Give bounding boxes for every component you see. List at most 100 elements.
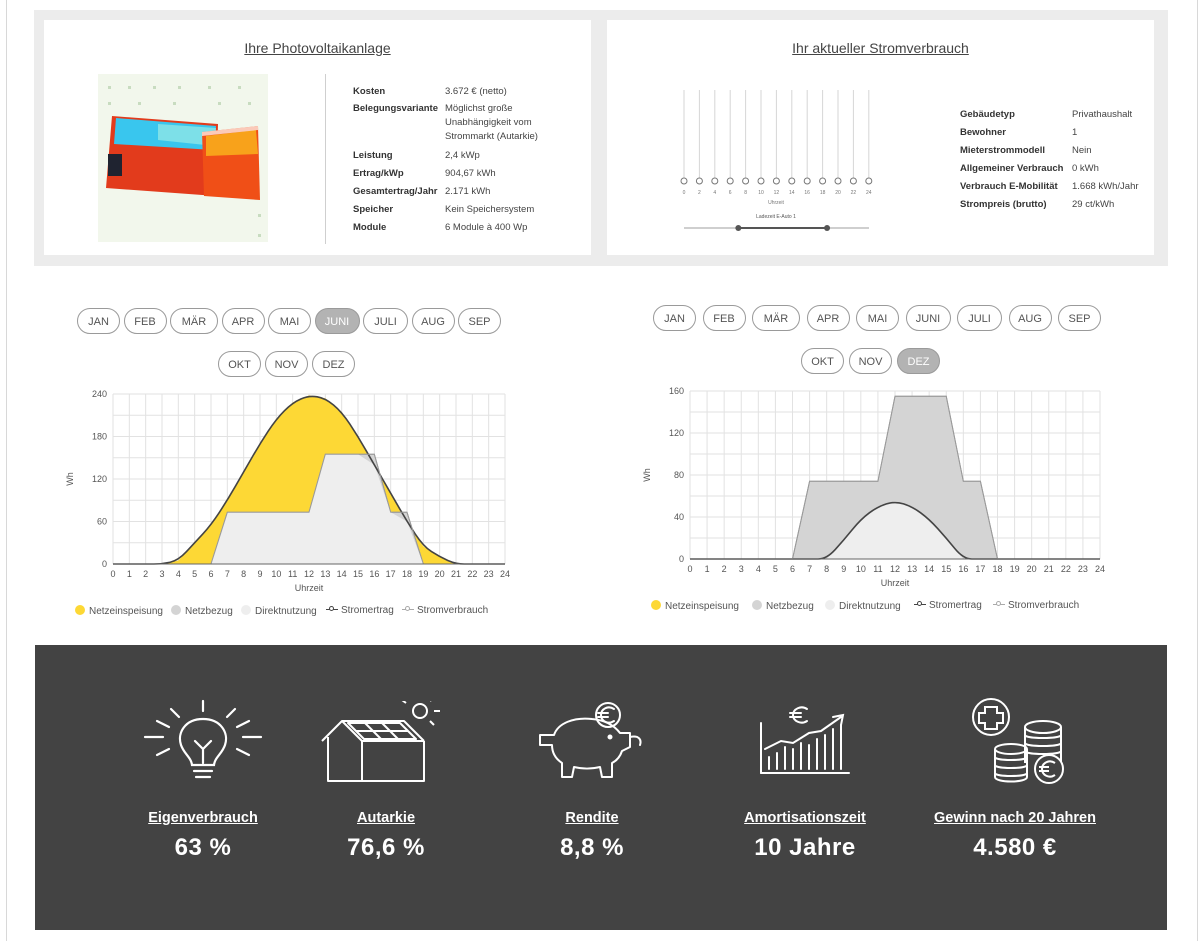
- legend-item-stromverbrauch[interactable]: Stromverbrauch: [402, 605, 488, 616]
- pv-label: Speicher: [353, 204, 394, 215]
- x-axis-label: Uhrzeit: [295, 583, 324, 593]
- pv-label: Gesamtertrag/Jahr: [353, 186, 438, 197]
- y-tick-label: 40: [674, 512, 684, 522]
- month-button-okt[interactable]: OKT: [218, 351, 261, 377]
- y-tick-label: 120: [92, 474, 107, 484]
- charging-time-slider[interactable]: 0 2 4 6 8 10 12 14 16 18 20 22 24 Uhrzeit Ladezeit E…: [672, 84, 882, 234]
- month-button-feb[interactable]: FEB: [123, 308, 167, 334]
- slider-hour-point[interactable]: [834, 177, 842, 185]
- slider-hour-point[interactable]: [680, 177, 688, 185]
- page-frame: [6, 0, 1198, 941]
- legend-dot-icon: [752, 600, 762, 610]
- chart-december: 0 1 2 3 4 5 6 7 8 9 10 11 12 13 14 15 16 17 18 19 20 21 22 23 24…: [642, 386, 1105, 588]
- month-button-juli[interactable]: JULI: [957, 305, 1002, 331]
- slider-hour-point[interactable]: [803, 177, 811, 185]
- legend-item-stromverbrauch[interactable]: Stromverbrauch: [993, 600, 1079, 611]
- pv-label: Module: [353, 222, 387, 233]
- month-button-dez[interactable]: DEZ: [897, 348, 940, 374]
- month-button-jan[interactable]: JAN: [653, 305, 696, 331]
- area-direktnutzung: [113, 454, 505, 564]
- month-button-nov[interactable]: NOV: [849, 348, 892, 374]
- month-button-feb[interactable]: FEB: [702, 305, 746, 331]
- slider-end-handle[interactable]: [824, 225, 831, 231]
- slider-start-handle[interactable]: [735, 225, 742, 231]
- month-button-aug[interactable]: AUG: [1008, 305, 1052, 331]
- month-button-juni[interactable]: JUNI: [905, 305, 951, 331]
- month-button-dez[interactable]: DEZ: [312, 351, 355, 377]
- consumption-label: Verbrauch E-Mobilität: [960, 181, 1058, 192]
- month-button-nov[interactable]: NOV: [265, 351, 308, 377]
- x-tick-label: 5: [773, 564, 778, 574]
- kpi-value: 63 %: [174, 834, 232, 861]
- consumption-label: Strompreis (brutto): [960, 199, 1047, 210]
- x-tick-label: 22: [1061, 564, 1071, 574]
- pv-value: Strommarkt (Autarkie): [445, 131, 538, 142]
- x-tick-label: 19: [418, 569, 428, 579]
- month-button-juli[interactable]: JULI: [363, 308, 408, 334]
- chart-june: 0 1 2 3 4 5 6 7 8 9 10 11 12 13 14 15 16 17 18 19 20 21 22 23 24…: [65, 389, 510, 593]
- y-tick-label: 0: [679, 554, 684, 564]
- legend-dot-icon: [651, 600, 661, 610]
- x-tick-label: 21: [451, 569, 461, 579]
- slider-tick-label: 20: [835, 190, 841, 196]
- slider-hour-point[interactable]: [695, 177, 703, 185]
- slider-tick-label: 22: [851, 190, 857, 196]
- month-button-mär[interactable]: MÄR: [170, 308, 218, 334]
- x-tick-label: 16: [958, 564, 968, 574]
- x-tick-label: 4: [176, 569, 181, 579]
- x-tick-label: 8: [241, 569, 246, 579]
- pv-value: 904,67 kWh: [445, 168, 496, 179]
- slider-tick-label: 18: [820, 190, 826, 196]
- month-button-apr[interactable]: APR: [221, 308, 265, 334]
- slider-hour-point[interactable]: [772, 177, 780, 185]
- month-button-okt[interactable]: OKT: [801, 348, 844, 374]
- consumption-label: Gebäudetyp: [960, 109, 1015, 120]
- consumption-value: Privathaushalt: [1072, 109, 1133, 120]
- slider-hour-point[interactable]: [757, 177, 765, 185]
- x-tick-label: 0: [687, 564, 692, 574]
- legend-item-stromertrag[interactable]: Stromertrag: [326, 605, 394, 616]
- pv-label: Kosten: [353, 86, 386, 97]
- legend-item-stromertrag[interactable]: Stromertrag: [914, 600, 982, 611]
- legend-item-netzbezug[interactable]: Netzbezug: [752, 600, 814, 612]
- slider-hour-point[interactable]: [726, 177, 734, 185]
- legend-item-netzeinspeisung[interactable]: Netzeinspeisung: [75, 605, 163, 617]
- slider-tick-label: 0: [683, 190, 686, 196]
- month-button-aug[interactable]: AUG: [411, 308, 455, 334]
- slider-tick-label: 14: [789, 190, 795, 196]
- month-button-sep[interactable]: SEP: [1058, 305, 1101, 331]
- legend-label: Stromverbrauch: [417, 605, 489, 616]
- month-button-apr[interactable]: APR: [806, 305, 850, 331]
- slider-hour-point[interactable]: [819, 177, 827, 185]
- piggy-bank-euro-icon: [539, 702, 642, 778]
- x-tick-label: 13: [907, 564, 917, 574]
- x-tick-label: 2: [143, 569, 148, 579]
- legend-item-netzeinspeisung[interactable]: Netzeinspeisung: [651, 600, 739, 612]
- y-tick-label: 120: [669, 428, 684, 438]
- slider-hour-point[interactable]: [849, 177, 857, 185]
- slider-hour-point[interactable]: [742, 177, 750, 185]
- slider-hour-point[interactable]: [865, 177, 873, 185]
- month-button-juni[interactable]: JUNI: [314, 308, 360, 334]
- month-button-mai[interactable]: MAI: [268, 308, 311, 334]
- legend-dot-icon: [825, 600, 835, 610]
- month-button-mai[interactable]: MAI: [856, 305, 899, 331]
- x-tick-label: 8: [824, 564, 829, 574]
- x-tick-label: 24: [500, 569, 510, 579]
- kpi-value: 76,6 %: [347, 834, 425, 861]
- month-button-jan[interactable]: JAN: [77, 308, 120, 334]
- month-button-sep[interactable]: SEP: [458, 308, 501, 334]
- legend-item-direktnutzung[interactable]: Direktnutzung: [241, 605, 317, 617]
- legend-label: Stromertrag: [341, 605, 394, 616]
- legend-item-netzbezug[interactable]: Netzbezug: [171, 605, 233, 617]
- kpi-value: 4.580 €: [973, 834, 1057, 861]
- slider-hour-point[interactable]: [788, 177, 796, 185]
- chart-legend-left: Netzeinspeisung Netzbezug Direktnutzung Str…: [75, 605, 515, 619]
- legend-item-direktnutzung[interactable]: Direktnutzung: [825, 600, 901, 612]
- pv-value: Möglichst große: [445, 103, 513, 114]
- x-tick-label: 17: [386, 569, 396, 579]
- month-button-mär[interactable]: MÄR: [752, 305, 800, 331]
- pv-details: Kosten 3.672 € (netto) Belegungsvariante…: [353, 85, 583, 245]
- legend-dot-icon: [171, 605, 181, 615]
- slider-hour-point[interactable]: [711, 177, 719, 185]
